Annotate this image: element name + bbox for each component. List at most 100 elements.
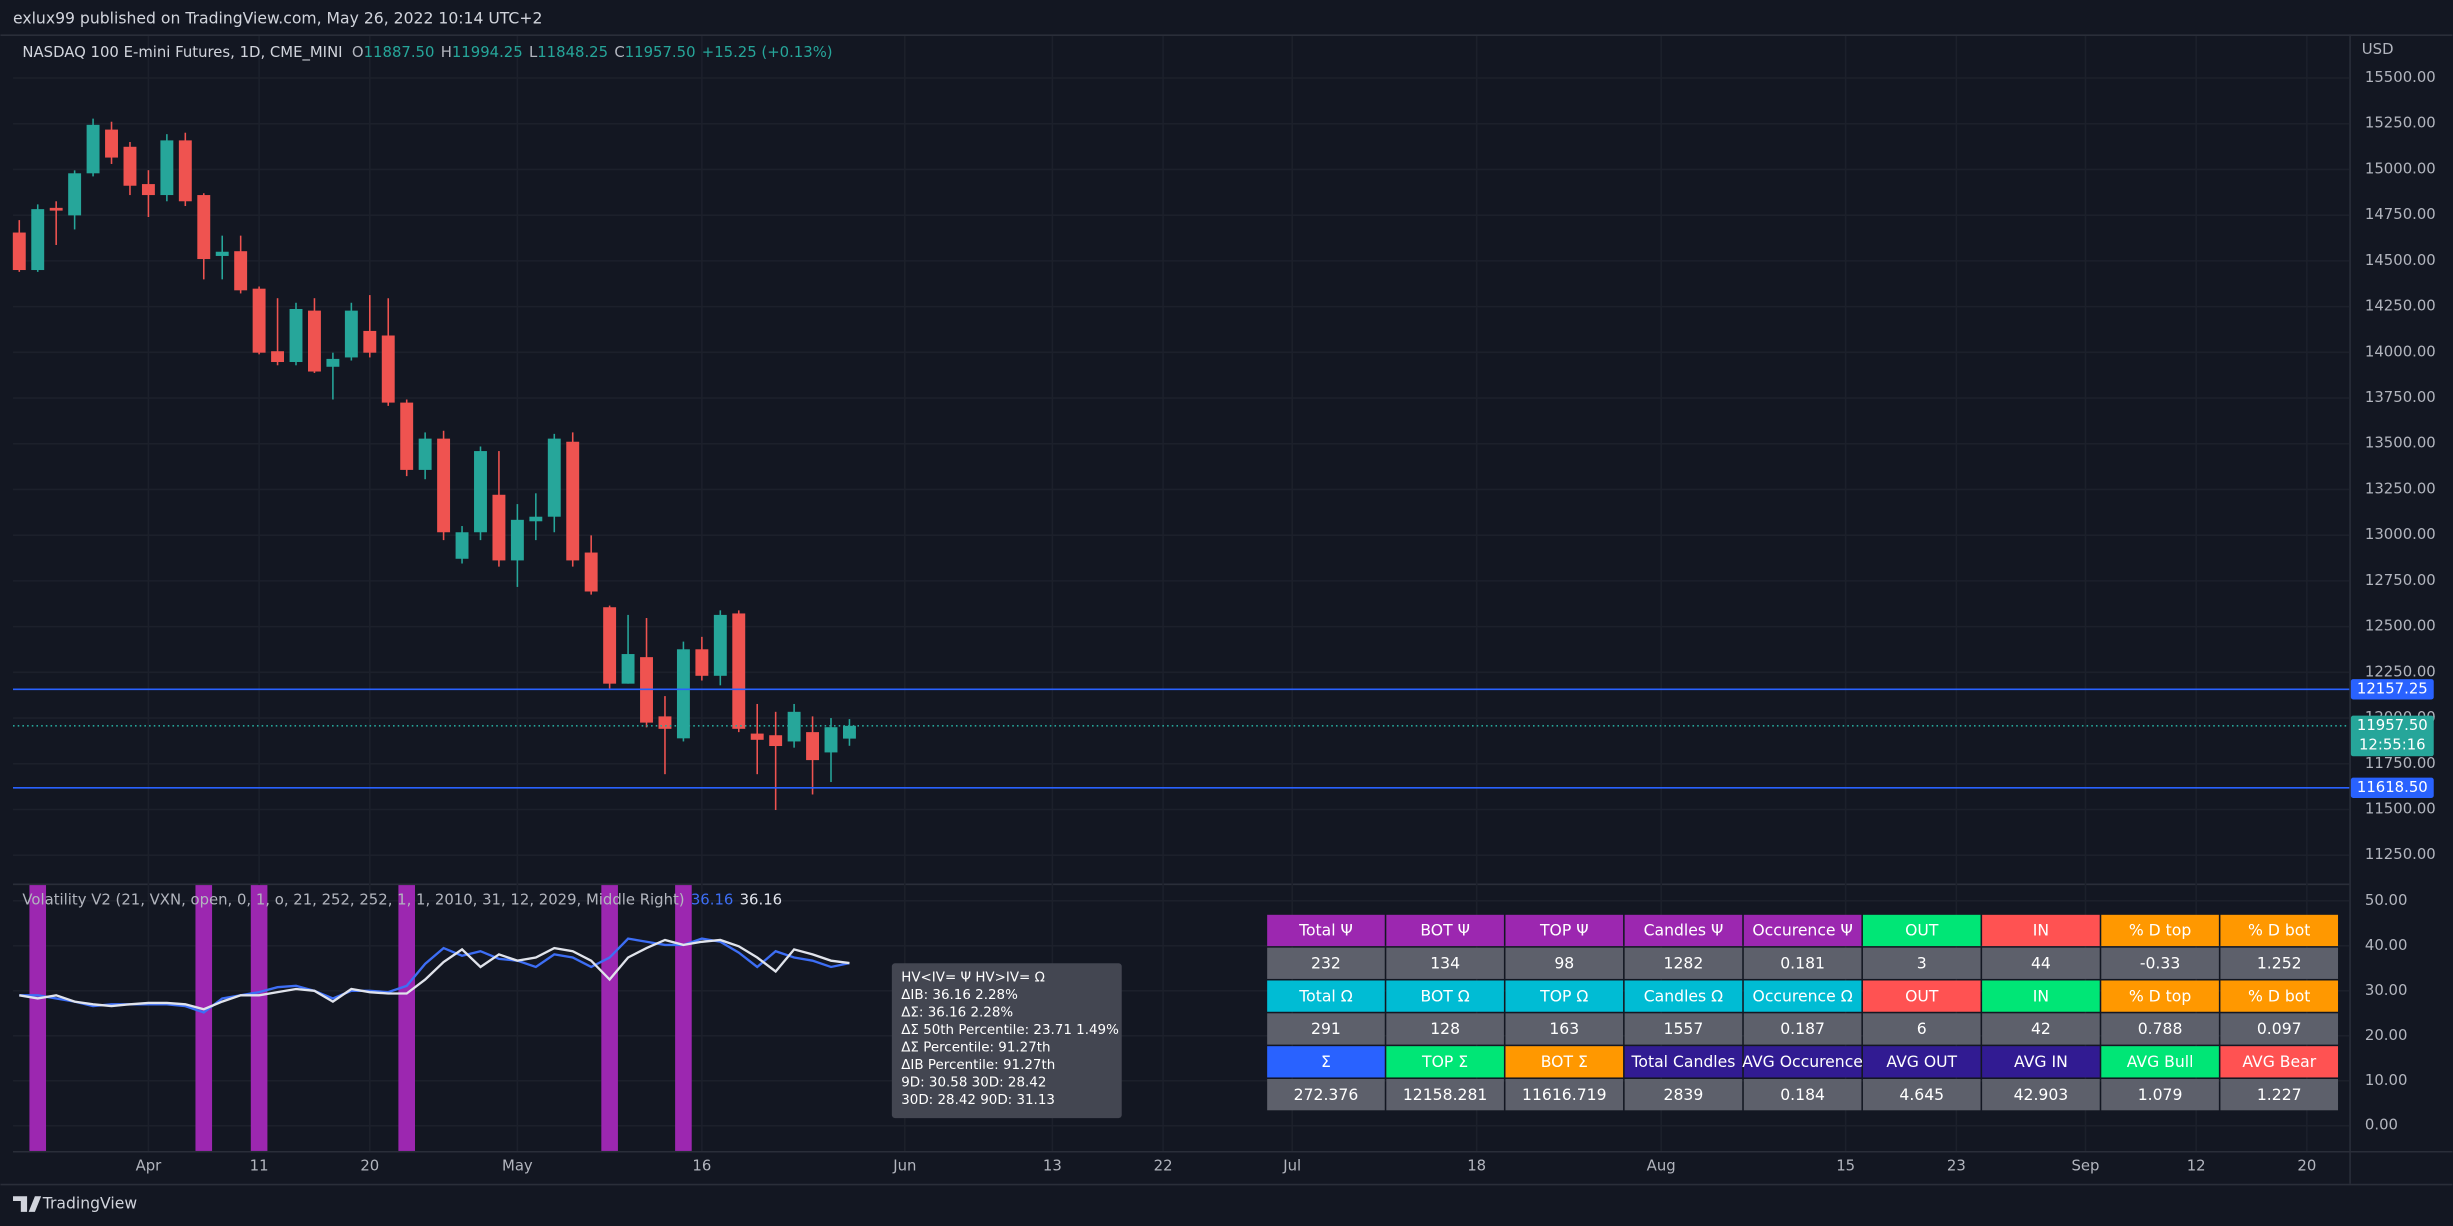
candle-body <box>750 733 764 740</box>
y-tick-label: 11500.00 <box>2365 799 2436 817</box>
overlay: Apr 11 20 May 16 Jun 13 22 Jul 18 Aug 15 23 Sep 12 20 US… <box>22 40 2435 1175</box>
annotation-line: HV<IV= Ψ HV>IV= Ω <box>901 970 1045 985</box>
y-tick-label: 11250.00 <box>2365 845 2436 863</box>
table-cell <box>1386 980 1504 1012</box>
y-tick-label: 14250.00 <box>2365 297 2436 315</box>
y-tick-label: 15500.00 <box>2365 68 2436 86</box>
table-cell-text: 232 <box>1311 954 1341 973</box>
legend-text: 11887.50 <box>364 43 435 61</box>
candle-body <box>695 649 709 676</box>
candle-body <box>31 209 45 271</box>
candle-body <box>123 146 137 186</box>
table-cell <box>1743 914 1862 947</box>
candle-body <box>344 310 358 358</box>
annotation-line: 30D: 28.42 90D: 31.13 <box>901 1093 1055 1108</box>
table-cell-text: 1.079 <box>2138 1085 2183 1104</box>
table-cell <box>1624 1079 1743 1111</box>
x-tick-label: Sep <box>2071 1157 2099 1175</box>
table-cell-text: 2839 <box>1664 1085 1704 1104</box>
price-tag <box>2350 679 2434 700</box>
table-cell-text: OUT <box>1905 986 1939 1005</box>
table-cell <box>1624 947 1743 979</box>
y-tick-label: 10.00 <box>2365 1071 2408 1089</box>
table-cell-text: % D bot <box>2248 986 2310 1005</box>
table-cell-text: 0.184 <box>1780 1085 1825 1104</box>
table-cell <box>1743 1013 1862 1045</box>
candle-body <box>197 195 211 260</box>
table-cell <box>1624 1013 1743 1045</box>
table-cell <box>1267 1046 1385 1078</box>
table-cell <box>2101 947 2219 979</box>
legend-text: +15.25 (+0.13%) <box>702 43 833 61</box>
table-cell-text: AVG OUT <box>1886 1052 1957 1071</box>
table-cell <box>1982 1079 2100 1111</box>
x-tick-label: 18 <box>1467 1157 1486 1175</box>
candle-body <box>842 725 856 739</box>
indicator-value: 36.16 <box>740 891 783 909</box>
price-tag <box>2350 777 2434 798</box>
signal-band <box>195 885 213 1151</box>
x-tick-label: 13 <box>1043 1157 1062 1175</box>
table-cell-text: Occurence Ψ <box>1752 921 1852 940</box>
annotation-line: ΔΣ Percentile: 91.27th <box>901 1040 1050 1055</box>
y-tick-label: 12500.00 <box>2365 617 2436 635</box>
table-cell <box>1386 1013 1504 1045</box>
countdown-label: 12:55:16 <box>2359 735 2426 753</box>
table-cell <box>1982 1013 2100 1045</box>
table-cell-text: 163 <box>1549 1019 1579 1038</box>
candle-body <box>363 330 377 353</box>
table-cell <box>1386 1046 1504 1078</box>
candle-body <box>603 607 617 684</box>
table-cell <box>1982 947 2100 979</box>
candle-body <box>455 532 469 559</box>
y-tick-label: 50.00 <box>2365 891 2408 909</box>
x-tick-label: 20 <box>2297 1157 2316 1175</box>
table-cell-text: 0.097 <box>2257 1019 2302 1038</box>
candle-body <box>141 184 155 196</box>
table-cell <box>1505 980 1624 1012</box>
table-cell-text: 134 <box>1430 954 1460 973</box>
table-cell-text: TOP Ω <box>1539 986 1588 1005</box>
table-cell-text: 42 <box>2031 1019 2051 1038</box>
signal-band <box>250 885 268 1151</box>
table-cell <box>1386 1079 1504 1111</box>
table-cell <box>1743 1079 1862 1111</box>
table-cell <box>1743 1046 1862 1078</box>
candle-body <box>474 451 487 533</box>
table-cell-text: Total Candles <box>1631 1052 1736 1071</box>
table-cell-text: OUT <box>1905 921 1939 940</box>
table-cell-text: BOT Σ <box>1541 1052 1588 1071</box>
table-cell <box>2101 1046 2219 1078</box>
footer-brand: TradingView <box>42 1194 138 1213</box>
table-cell-text: % D top <box>2129 986 2191 1005</box>
candle-body <box>178 140 192 202</box>
table-cell <box>1982 914 2100 947</box>
table-cell <box>2101 1079 2219 1111</box>
x-tick-label: Aug <box>1647 1157 1676 1175</box>
x-tick-label: 11 <box>250 1157 269 1175</box>
annotation-line: ΔΣ: 36.16 2.28% <box>901 1005 1013 1020</box>
table-cell-text: 98 <box>1554 954 1574 973</box>
candle-body <box>105 129 118 158</box>
logo <box>13 1196 42 1212</box>
table-cell <box>2101 1013 2219 1045</box>
table-cell <box>1505 947 1624 979</box>
table-cell <box>1743 980 1862 1012</box>
candle-body <box>437 438 451 533</box>
table-cell <box>2220 1079 2339 1111</box>
x-tick-label: 15 <box>1836 1157 1855 1175</box>
table-cell <box>1982 980 2100 1012</box>
annotation-line: ΔΣ 50th Percentile: 23.71 1.49% <box>901 1023 1119 1038</box>
indicator-value: 36.16 <box>691 891 734 909</box>
y-tick-label: 15250.00 <box>2365 114 2436 132</box>
x-tick-label: 22 <box>1154 1157 1173 1175</box>
table-cell-text: -0.33 <box>2140 954 2180 973</box>
candle-body <box>676 649 690 739</box>
table-cell-text: % D top <box>2129 921 2191 940</box>
candle-body <box>529 516 543 522</box>
x-tick-label: Jul <box>1282 1157 1301 1175</box>
table-cell <box>1505 1013 1624 1045</box>
table-cell <box>1386 914 1504 947</box>
table-cell <box>2220 914 2339 947</box>
